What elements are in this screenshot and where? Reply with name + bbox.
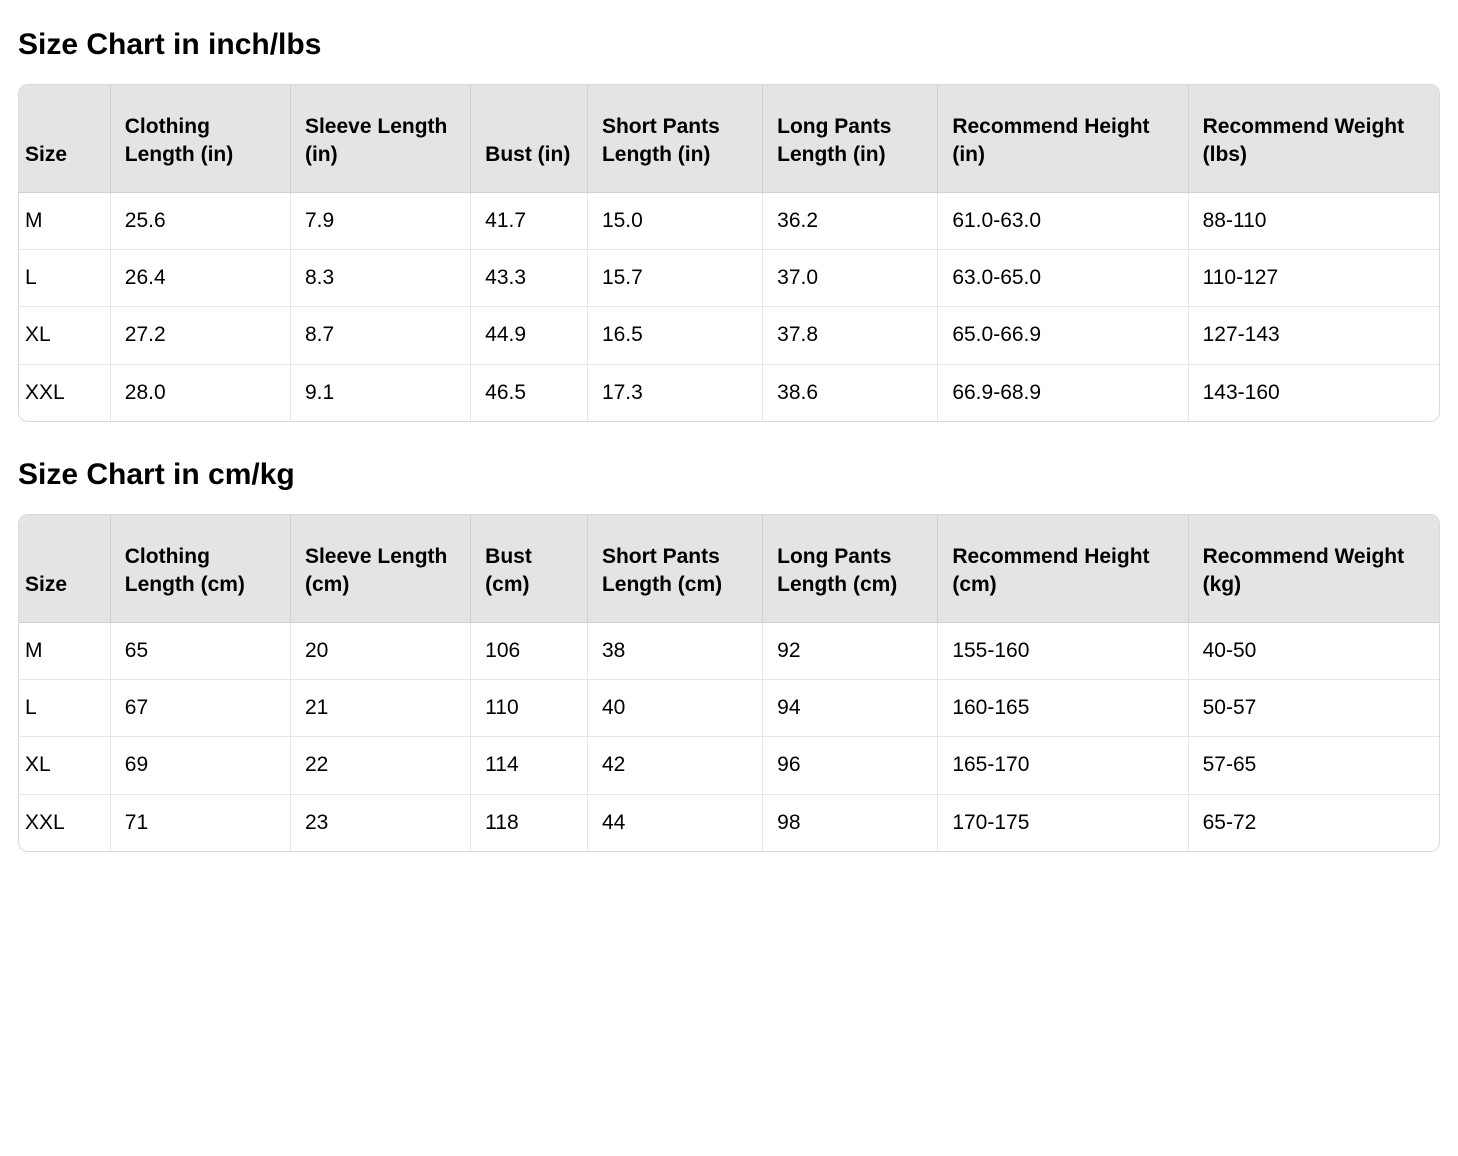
table-row: M 25.6 7.9 41.7 15.0 36.2 61.0-63.0 88-1… (19, 193, 1439, 250)
cell: 20 (291, 623, 471, 680)
cell: 61.0-63.0 (938, 193, 1188, 250)
col-bust: Bust (in) (471, 85, 588, 193)
table-header-row: Size Clothing Length (in) Sleeve Length … (19, 85, 1439, 193)
col-size: Size (19, 85, 111, 193)
col-clothing-length: Clothing Length (cm) (111, 515, 291, 623)
col-sleeve-length: Sleeve Length (in) (291, 85, 471, 193)
col-recommend-height: Recommend Height (in) (938, 85, 1188, 193)
cell: 65-72 (1189, 795, 1439, 851)
cell: 22 (291, 737, 471, 794)
cell: 37.8 (763, 307, 938, 364)
cell: 8.3 (291, 250, 471, 307)
col-long-pants-length: Long Pants Length (in) (763, 85, 938, 193)
cell: 66.9-68.9 (938, 365, 1188, 421)
col-short-pants-length: Short Pants Length (cm) (588, 515, 763, 623)
cell-size: XXL (19, 365, 111, 421)
col-sleeve-length: Sleeve Length (cm) (291, 515, 471, 623)
cell: 26.4 (111, 250, 291, 307)
section-title-inch: Size Chart in inch/lbs (18, 28, 1440, 62)
cell-size: M (19, 623, 111, 680)
cell: 42 (588, 737, 763, 794)
cell: 88-110 (1189, 193, 1439, 250)
table-body: M 65 20 106 38 92 155-160 40-50 L 67 21 … (19, 623, 1439, 851)
cell: 44 (588, 795, 763, 851)
cell: 46.5 (471, 365, 588, 421)
cell: 110 (471, 680, 588, 737)
cell: 63.0-65.0 (938, 250, 1188, 307)
cell: 8.7 (291, 307, 471, 364)
col-size: Size (19, 515, 111, 623)
cell: 110-127 (1189, 250, 1439, 307)
cell: 43.3 (471, 250, 588, 307)
col-recommend-weight: Recommend Weight (kg) (1189, 515, 1439, 623)
size-table-cm: Size Clothing Length (cm) Sleeve Length … (18, 514, 1440, 852)
cell: 17.3 (588, 365, 763, 421)
page-root: Size Chart in inch/lbs Size Clothing Len… (0, 0, 1458, 928)
cell: 25.6 (111, 193, 291, 250)
cell: 16.5 (588, 307, 763, 364)
cell-size: XXL (19, 795, 111, 851)
cell: 98 (763, 795, 938, 851)
cell: 106 (471, 623, 588, 680)
cell: 65.0-66.9 (938, 307, 1188, 364)
table-head: Size Clothing Length (cm) Sleeve Length … (19, 515, 1439, 623)
table-row: L 67 21 110 40 94 160-165 50-57 (19, 680, 1439, 737)
cell-size: M (19, 193, 111, 250)
cell: 127-143 (1189, 307, 1439, 364)
cell: 165-170 (938, 737, 1188, 794)
cell: 57-65 (1189, 737, 1439, 794)
table-row: XL 27.2 8.7 44.9 16.5 37.8 65.0-66.9 127… (19, 307, 1439, 364)
size-table-inch: Size Clothing Length (in) Sleeve Length … (18, 84, 1440, 422)
table-row: M 65 20 106 38 92 155-160 40-50 (19, 623, 1439, 680)
cell: 69 (111, 737, 291, 794)
cell: 37.0 (763, 250, 938, 307)
cell: 27.2 (111, 307, 291, 364)
cell: 160-165 (938, 680, 1188, 737)
table-body: M 25.6 7.9 41.7 15.0 36.2 61.0-63.0 88-1… (19, 193, 1439, 421)
cell: 41.7 (471, 193, 588, 250)
cell: 23 (291, 795, 471, 851)
cell: 44.9 (471, 307, 588, 364)
cell: 170-175 (938, 795, 1188, 851)
col-recommend-weight: Recommend Weight (lbs) (1189, 85, 1439, 193)
cell: 7.9 (291, 193, 471, 250)
col-recommend-height: Recommend Height (cm) (938, 515, 1188, 623)
cell: 114 (471, 737, 588, 794)
cell-size: XL (19, 307, 111, 364)
cell-size: L (19, 680, 111, 737)
col-long-pants-length: Long Pants Length (cm) (763, 515, 938, 623)
table-row: XL 69 22 114 42 96 165-170 57-65 (19, 737, 1439, 794)
cell: 143-160 (1189, 365, 1439, 421)
cell: 92 (763, 623, 938, 680)
cell: 9.1 (291, 365, 471, 421)
cell: 21 (291, 680, 471, 737)
cell: 65 (111, 623, 291, 680)
cell-size: L (19, 250, 111, 307)
cell: 38.6 (763, 365, 938, 421)
section-title-cm: Size Chart in cm/kg (18, 458, 1440, 492)
cell: 40 (588, 680, 763, 737)
cell: 71 (111, 795, 291, 851)
cell-size: XL (19, 737, 111, 794)
table-head: Size Clothing Length (in) Sleeve Length … (19, 85, 1439, 193)
cell: 40-50 (1189, 623, 1439, 680)
cell: 28.0 (111, 365, 291, 421)
table-row: XXL 71 23 118 44 98 170-175 65-72 (19, 795, 1439, 851)
table-row: XXL 28.0 9.1 46.5 17.3 38.6 66.9-68.9 14… (19, 365, 1439, 421)
cell: 36.2 (763, 193, 938, 250)
cell: 67 (111, 680, 291, 737)
cell: 155-160 (938, 623, 1188, 680)
cell: 94 (763, 680, 938, 737)
cell: 50-57 (1189, 680, 1439, 737)
cell: 38 (588, 623, 763, 680)
cell: 96 (763, 737, 938, 794)
col-bust: Bust (cm) (471, 515, 588, 623)
cell: 15.0 (588, 193, 763, 250)
cell: 15.7 (588, 250, 763, 307)
col-short-pants-length: Short Pants Length (in) (588, 85, 763, 193)
col-clothing-length: Clothing Length (in) (111, 85, 291, 193)
cell: 118 (471, 795, 588, 851)
table-header-row: Size Clothing Length (cm) Sleeve Length … (19, 515, 1439, 623)
table-row: L 26.4 8.3 43.3 15.7 37.0 63.0-65.0 110-… (19, 250, 1439, 307)
